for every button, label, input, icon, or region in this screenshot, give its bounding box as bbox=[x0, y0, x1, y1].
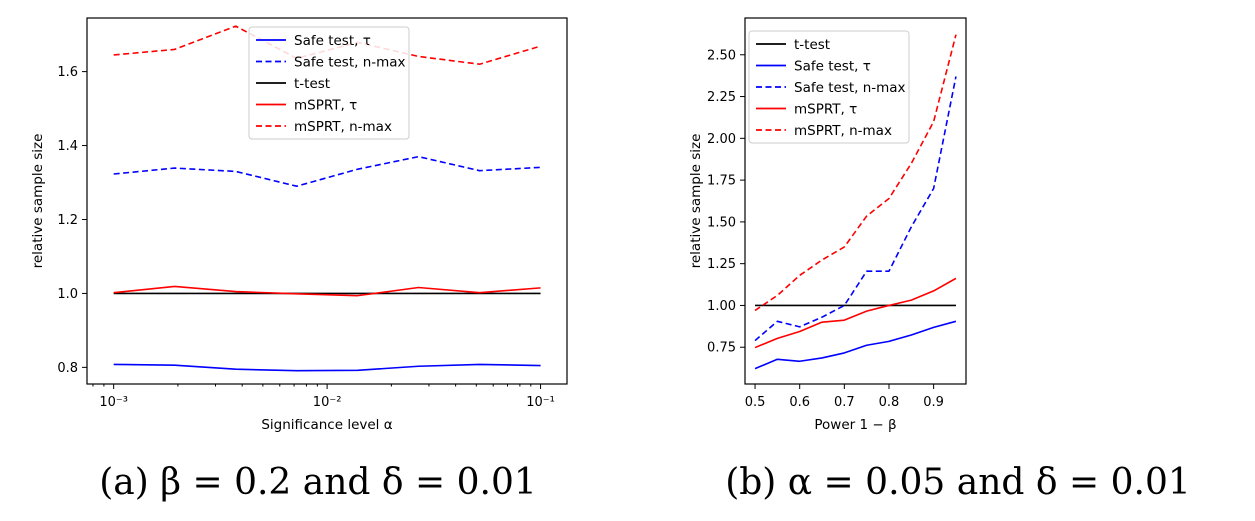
chart-panel-a: 10⁻³ 10⁻² 10⁻¹ 0.8 1.0 1.2 1.4 1.6 Significance … bbox=[30, 17, 568, 503]
legend-label-3: mSPRT, τ bbox=[294, 98, 357, 114]
y-tick-label: 0.8 bbox=[57, 361, 78, 376]
series-line-0 bbox=[113, 363, 541, 372]
x-tick-label: 0.7 bbox=[834, 395, 855, 410]
legend-label-0: t-test bbox=[794, 37, 830, 53]
series-group bbox=[113, 25, 541, 372]
x-axis-label: Significance level α bbox=[261, 417, 392, 433]
y-tick-label: 1.50 bbox=[707, 215, 736, 230]
y-axis-label: relative sample size bbox=[30, 134, 46, 269]
panel-caption: (a) β = 0.2 and δ = 0.01 bbox=[99, 462, 537, 503]
plot-frame bbox=[744, 17, 967, 385]
y-tick-label: 1.2 bbox=[57, 213, 78, 228]
series-line-1 bbox=[754, 320, 957, 370]
series-line-2 bbox=[754, 76, 957, 342]
series-line-1 bbox=[113, 155, 541, 188]
legend-label-3: mSPRT, τ bbox=[794, 102, 857, 118]
x-tick-label: 0.8 bbox=[879, 395, 900, 410]
legend-box bbox=[248, 26, 410, 140]
y-tick-label: 1.6 bbox=[57, 65, 78, 80]
x-tick-label: 0.5 bbox=[745, 395, 766, 410]
panel-caption: (b) α = 0.05 and δ = 0.01 bbox=[725, 462, 1191, 503]
legend-label-2: t-test bbox=[294, 76, 330, 92]
series-line-3 bbox=[113, 285, 541, 297]
legend-label-1: Safe test, n-max bbox=[294, 55, 406, 71]
legend-label-4: mSPRT, n-max bbox=[794, 123, 892, 139]
x-tick-label: 10⁻² bbox=[313, 395, 342, 410]
y-tick-label: 1.25 bbox=[707, 257, 736, 272]
x-tick-label: 0.6 bbox=[789, 395, 810, 410]
legend: Safe test, τ Safe test, n-max t-test mSPRT,… bbox=[248, 26, 410, 140]
series-line-4 bbox=[113, 25, 541, 66]
x-tick-label: 10⁻³ bbox=[99, 395, 128, 410]
series-group bbox=[754, 34, 957, 370]
y-tick-label: 0.75 bbox=[707, 341, 736, 356]
x-tick-label: 10⁻¹ bbox=[526, 395, 555, 410]
y-tick-label: 2.00 bbox=[707, 132, 736, 147]
legend: t-test Safe test, τ Safe test, n-max mSPRT,… bbox=[748, 30, 910, 144]
y-tick-label: 2.25 bbox=[707, 90, 736, 105]
x-tick-label: 0.9 bbox=[923, 395, 944, 410]
legend-label-1: Safe test, τ bbox=[794, 59, 871, 75]
y-tick-label: 1.4 bbox=[57, 139, 78, 154]
y-axis-label: relative sample size bbox=[688, 134, 704, 269]
y-tick-label: 1.00 bbox=[707, 299, 736, 314]
y-tick-label: 1.75 bbox=[707, 174, 736, 189]
series-line-3 bbox=[754, 277, 957, 349]
x-axis-label: Power 1 − β bbox=[814, 417, 896, 433]
chart-panel-b: 0.5 0.6 0.7 0.8 0.9 0.75 1.00 1.25 1.50 1.75 2.00 2… bbox=[688, 17, 1191, 503]
legend-label-4: mSPRT, n-max bbox=[294, 119, 392, 135]
y-tick-label: 2.50 bbox=[707, 48, 736, 63]
legend-label-0: Safe test, τ bbox=[294, 33, 371, 49]
series-line-4 bbox=[754, 34, 957, 312]
legend-label-2: Safe test, n-max bbox=[794, 80, 906, 96]
y-tick-label: 1.0 bbox=[57, 287, 78, 302]
legend-box bbox=[748, 30, 910, 144]
